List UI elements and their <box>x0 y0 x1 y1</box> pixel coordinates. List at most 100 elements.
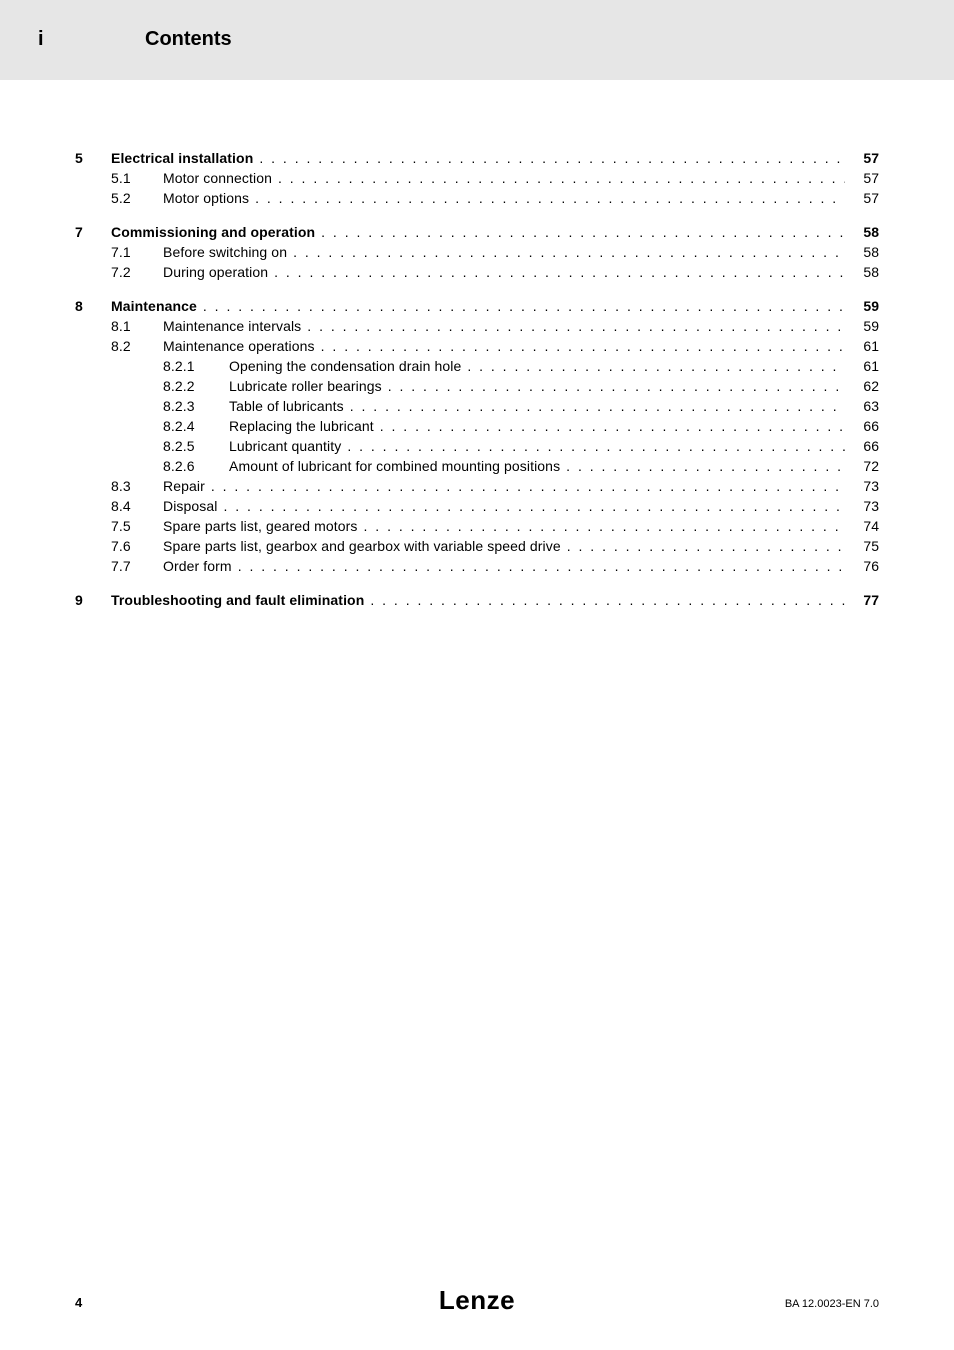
leader-dots <box>321 224 845 240</box>
toc-page[interactable]: 73 <box>851 498 879 514</box>
toc-row: 8.2.6Amount of lubricant for combined mo… <box>75 458 879 474</box>
leader-dots <box>566 458 845 474</box>
leader-dots <box>255 190 845 206</box>
toc-number-l2: 8.4 <box>111 498 163 514</box>
toc-row: 8.4Disposal 73 <box>75 498 879 514</box>
toc-page[interactable]: 61 <box>851 358 879 374</box>
toc-row: 8.1Maintenance intervals 59 <box>75 318 879 334</box>
leader-dots <box>274 264 845 280</box>
toc-label[interactable]: Spare parts list, gearbox and gearbox wi… <box>163 538 561 554</box>
toc-page[interactable]: 72 <box>851 458 879 474</box>
toc-row: 8.2Maintenance operations61 <box>75 338 879 354</box>
toc-number-l2: 8.3 <box>111 478 163 494</box>
toc-row: 8.2.3Table of lubricants 63 <box>75 398 879 414</box>
toc-label[interactable]: Replacing the lubricant <box>229 418 374 434</box>
toc-page[interactable]: 75 <box>851 538 879 554</box>
toc-label[interactable]: Lubricant quantity <box>229 438 341 454</box>
toc-page[interactable]: 63 <box>851 398 879 414</box>
leader-dots <box>370 592 845 608</box>
toc-page[interactable]: 66 <box>851 438 879 454</box>
leader-dots <box>224 498 846 514</box>
toc-page[interactable]: 73 <box>851 478 879 494</box>
toc-row: 8.2.4Replacing the lubricant 66 <box>75 418 879 434</box>
toc-page[interactable]: 61 <box>851 338 879 354</box>
toc-label[interactable]: Maintenance <box>111 298 197 314</box>
toc-label[interactable]: Spare parts list, geared motors <box>163 518 358 534</box>
toc-page[interactable]: 76 <box>851 558 879 574</box>
leader-dots <box>380 418 845 434</box>
toc-row: 5.2Motor options 57 <box>75 190 879 206</box>
leader-dots <box>567 538 845 554</box>
toc-page[interactable]: 62 <box>851 378 879 394</box>
toc-number-l3: 8.2.5 <box>163 438 229 454</box>
toc-number-l2: 7.2 <box>111 264 163 280</box>
toc-row: 8.2.2Lubricate roller bearings62 <box>75 378 879 394</box>
toc-label[interactable]: During operation <box>163 264 268 280</box>
toc-number-l1: 7 <box>75 224 111 240</box>
toc-label[interactable]: Maintenance intervals <box>163 318 301 334</box>
toc-number-l3: 8.2.6 <box>163 458 229 474</box>
header-marker: i <box>38 28 44 51</box>
toc-page[interactable]: 57 <box>851 170 879 186</box>
leader-dots <box>211 478 845 494</box>
toc-label[interactable]: Lubricate roller bearings <box>229 378 382 394</box>
toc-label[interactable]: Motor connection <box>163 170 272 186</box>
footer-doc-code: BA 12.0023-EN 7.0 <box>785 1298 879 1310</box>
toc-row: 7Commissioning and operation 58 <box>75 224 879 240</box>
toc-page[interactable]: 57 <box>851 190 879 206</box>
toc-row: 7.5Spare parts list, geared motors 74 <box>75 518 879 534</box>
toc-row: 7.1Before switching on 58 <box>75 244 879 260</box>
toc-page[interactable]: 59 <box>851 298 879 314</box>
toc-label[interactable]: Disposal <box>163 498 218 514</box>
toc-row: 8.2.1Opening the condensation drain hole… <box>75 358 879 374</box>
toc-label[interactable]: Electrical installation <box>111 150 253 166</box>
leader-dots <box>350 398 845 414</box>
toc-number-l1: 8 <box>75 298 111 314</box>
toc-label[interactable]: Troubleshooting and fault elimination <box>111 592 364 608</box>
header-title: Contents <box>145 28 232 51</box>
toc-row: 8.3Repair 73 <box>75 478 879 494</box>
leader-dots <box>388 378 845 394</box>
toc-page[interactable]: 66 <box>851 418 879 434</box>
toc-row: 9Troubleshooting and fault elimination 77 <box>75 592 879 608</box>
footer-logo: Lenze <box>439 1285 515 1316</box>
toc-row: 5.1Motor connection57 <box>75 170 879 186</box>
toc-page[interactable]: 58 <box>851 264 879 280</box>
toc-label[interactable]: Order form <box>163 558 232 574</box>
toc-number-l2: 8.1 <box>111 318 163 334</box>
toc-row: 7.7Order form 76 <box>75 558 879 574</box>
toc-number-l2: 7.6 <box>111 538 163 554</box>
toc-row: 7.6Spare parts list, gearbox and gearbox… <box>75 538 879 554</box>
toc-label[interactable]: Before switching on <box>163 244 287 260</box>
leader-dots <box>203 298 845 314</box>
toc-number-l3: 8.2.3 <box>163 398 229 414</box>
toc-page[interactable]: 59 <box>851 318 879 334</box>
toc-label[interactable]: Repair <box>163 478 205 494</box>
leader-dots <box>238 558 845 574</box>
toc-label[interactable]: Commissioning and operation <box>111 224 315 240</box>
leader-dots <box>293 244 845 260</box>
toc-number-l3: 8.2.4 <box>163 418 229 434</box>
toc-label[interactable]: Opening the condensation drain hole <box>229 358 461 374</box>
toc-label[interactable]: Maintenance operations <box>163 338 315 354</box>
toc-number-l1: 9 <box>75 592 111 608</box>
leader-dots <box>307 318 845 334</box>
leader-dots <box>347 438 845 454</box>
leader-dots <box>364 518 845 534</box>
toc-page[interactable]: 58 <box>851 244 879 260</box>
toc-row: 8Maintenance 59 <box>75 298 879 314</box>
toc-page[interactable]: 74 <box>851 518 879 534</box>
toc-row: 7.2During operation 58 <box>75 264 879 280</box>
toc-label[interactable]: Table of lubricants <box>229 398 344 414</box>
toc-label[interactable]: Amount of lubricant for combined mountin… <box>229 458 560 474</box>
leader-dots <box>321 338 845 354</box>
toc-page[interactable]: 57 <box>851 150 879 166</box>
toc-number-l2: 7.7 <box>111 558 163 574</box>
toc-number-l1: 5 <box>75 150 111 166</box>
toc-label[interactable]: Motor options <box>163 190 249 206</box>
toc-page[interactable]: 77 <box>851 592 879 608</box>
toc-number-l2: 7.5 <box>111 518 163 534</box>
toc-number-l2: 7.1 <box>111 244 163 260</box>
toc-page[interactable]: 58 <box>851 224 879 240</box>
toc-number-l2: 5.2 <box>111 190 163 206</box>
